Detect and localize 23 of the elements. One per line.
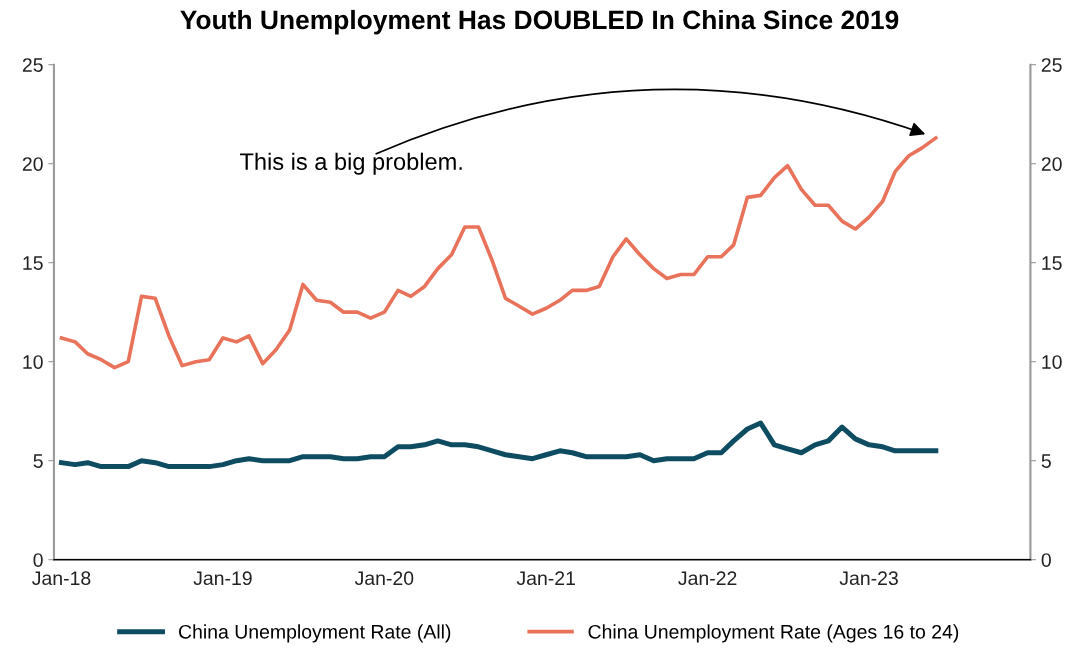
y-tick-label: 10 xyxy=(23,355,43,369)
y-tick-label: 0 xyxy=(33,553,43,567)
annotation: This is a big problem. xyxy=(240,152,462,175)
x-tick-label: Jan-20 xyxy=(354,571,414,586)
y2-tick-label: 25 xyxy=(1041,58,1062,72)
legend-label: China Unemployment Rate (Ages 16 to 24) xyxy=(588,624,959,643)
y-tick-label: 25 xyxy=(22,58,43,72)
x-tick-label: Jan-19 xyxy=(193,571,252,586)
y2-tick-label: 20 xyxy=(1041,157,1062,171)
y2-tick-label: 5 xyxy=(1041,454,1051,468)
y2-tick-label: 15 xyxy=(1042,256,1062,270)
y2-tick-label: 10 xyxy=(1042,355,1062,369)
y-tick-label: 15 xyxy=(23,256,43,270)
y-tick-label: 5 xyxy=(33,454,43,468)
x-tick-label: Jan-21 xyxy=(516,571,575,586)
y-tick-label: 20 xyxy=(22,157,43,171)
legend-label: China Unemployment Rate (All) xyxy=(179,624,451,643)
chart-title: Youth Unemployment Has DOUBLED In China Since 2019 xyxy=(180,9,899,35)
x-tick-label: Jan-18 xyxy=(32,571,91,586)
line-series xyxy=(59,136,938,370)
y2-tick-label: 0 xyxy=(1041,553,1051,567)
x-tick-label: Jan-22 xyxy=(678,571,737,586)
x-tick-label: Jan-23 xyxy=(839,571,898,586)
